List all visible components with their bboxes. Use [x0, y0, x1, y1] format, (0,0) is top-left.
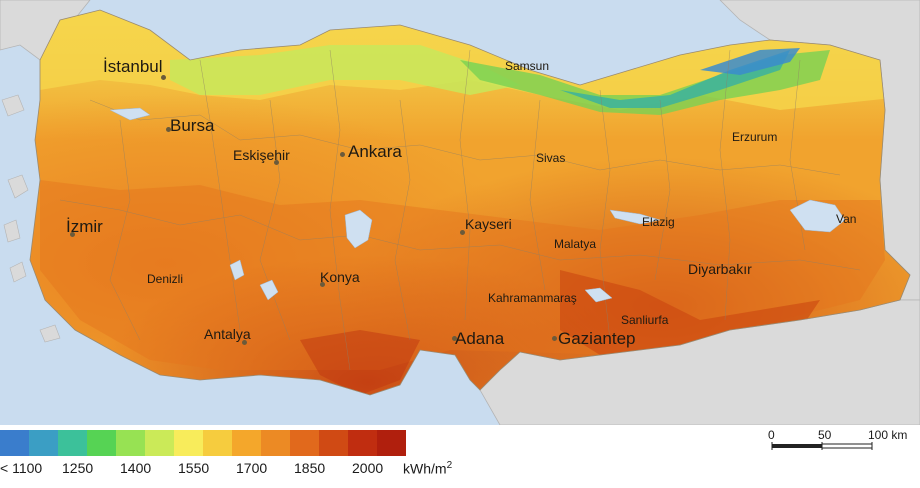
scale-label-0: 0 — [768, 428, 775, 442]
city-marker — [161, 75, 166, 80]
city-label: Kahramanmaraş — [488, 291, 577, 305]
legend-swatch-0 — [0, 430, 29, 456]
scale-label-100: 100 km — [868, 428, 908, 442]
city-marker — [274, 160, 279, 165]
city-label: Malatya — [554, 237, 597, 251]
city-label: Sivas — [536, 151, 566, 165]
legend-swatch-1 — [29, 430, 58, 456]
city-label: Bursa — [170, 116, 215, 135]
city-marker — [70, 232, 75, 237]
legend-swatch-8 — [232, 430, 261, 456]
legend-swatch-9 — [261, 430, 290, 456]
legend-swatch-10 — [290, 430, 319, 456]
legend-tick-label: 1550 — [178, 460, 210, 476]
legend-swatch-3 — [87, 430, 116, 456]
city-marker — [460, 230, 465, 235]
legend-swatch-11 — [319, 430, 348, 456]
city-marker — [320, 282, 325, 287]
city-marker — [340, 152, 345, 157]
city-label: İzmir — [66, 217, 103, 236]
city-label: Ankara — [348, 142, 402, 161]
city-marker — [552, 336, 557, 341]
legend: < 1100 1250 1400 1550 1700 1850 2000 kWh/m2 — [0, 428, 460, 488]
scale-bar-graphic — [771, 442, 873, 450]
legend-tick-label: < 1100 — [0, 460, 43, 476]
city-label: Erzurum — [732, 130, 778, 144]
legend-swatch-5 — [145, 430, 174, 456]
legend-swatch-2 — [58, 430, 87, 456]
legend-swatch-13 — [377, 430, 406, 456]
aegean-islands — [1, 94, 61, 343]
legend-swatch-12 — [348, 430, 377, 456]
legend-tick-label: 2000 — [352, 460, 384, 476]
city-label: Van — [836, 212, 857, 226]
lakes-and-islands — [109, 107, 846, 303]
legend-tick-label: 1250 — [62, 460, 94, 476]
city-label: Antalya — [204, 326, 251, 342]
legend-unit-exponent: 2 — [446, 460, 453, 471]
city-label: Adana — [455, 329, 505, 348]
city-label: Konya — [320, 269, 360, 285]
legend-unit-base: kWh/m — [403, 460, 447, 477]
province-borders — [59, 49, 861, 371]
city-label: Diyarbakır — [688, 261, 752, 277]
city-label: Gaziantep — [558, 329, 636, 348]
city-marker — [452, 336, 457, 341]
legend-color-bar — [0, 430, 406, 456]
solar-irradiation-map: İstanbul Samsun Bursa Eskişehir Ankara Sivas E… — [0, 0, 920, 425]
city-label: Kayseri — [465, 216, 512, 232]
map-canvas — [0, 0, 920, 425]
city-marker — [166, 127, 171, 132]
legend-swatch-7 — [203, 430, 232, 456]
city-label: Sanliurfa — [621, 313, 669, 327]
scale-bar: 0 50 100 km — [760, 428, 920, 468]
city-label: Denizli — [147, 272, 184, 286]
legend-tick-label: 1700 — [236, 460, 268, 476]
turkey-coastline — [29, 9, 911, 396]
legend-tick-label: 1850 — [294, 460, 326, 476]
legend-swatch-6 — [174, 430, 203, 456]
scale-label-50: 50 — [818, 428, 832, 442]
city-label: Samsun — [505, 59, 550, 73]
city-label: Eskişehir — [233, 147, 290, 163]
legend-unit: kWh/m2 — [403, 460, 452, 477]
city-marker — [242, 340, 247, 345]
legend-tick-label: 1400 — [120, 460, 152, 476]
legend-swatch-4 — [116, 430, 145, 456]
city-label: İstanbul — [103, 57, 163, 76]
city-label: Elazig — [642, 215, 675, 229]
